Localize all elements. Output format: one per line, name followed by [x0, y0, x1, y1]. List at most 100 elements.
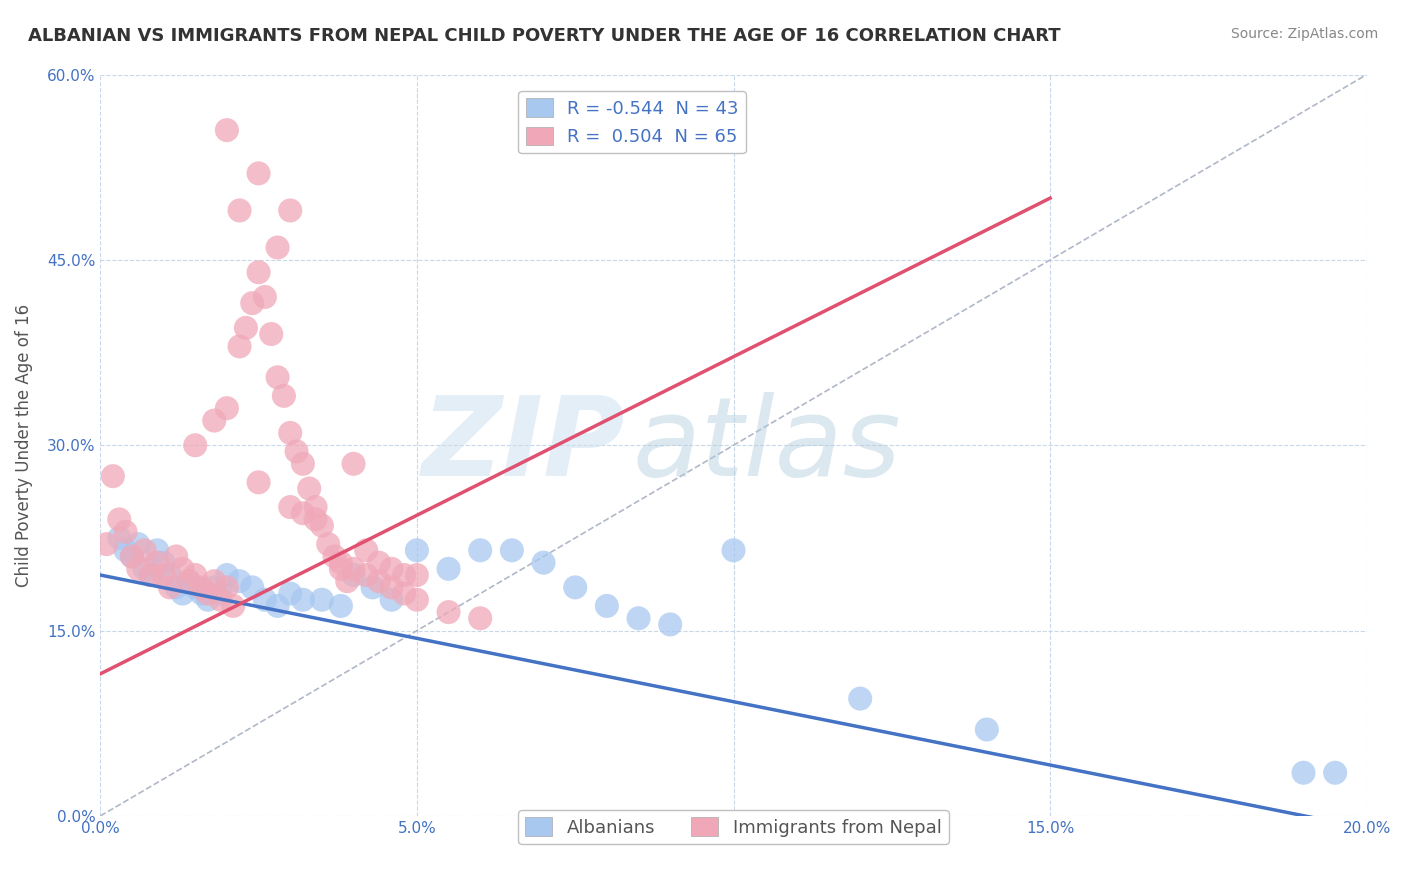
- Point: [240, 580, 263, 594]
- Point: [152, 556, 174, 570]
- Point: [228, 203, 250, 218]
- Point: [266, 370, 288, 384]
- Point: [146, 556, 169, 570]
- Point: [406, 543, 429, 558]
- Point: [298, 482, 321, 496]
- Point: [152, 568, 174, 582]
- Point: [253, 290, 276, 304]
- Point: [247, 475, 270, 490]
- Point: [228, 574, 250, 589]
- Y-axis label: Child Poverty Under the Age of 16: Child Poverty Under the Age of 16: [15, 303, 32, 587]
- Point: [278, 425, 301, 440]
- Point: [1292, 765, 1315, 780]
- Point: [209, 592, 232, 607]
- Point: [247, 265, 270, 279]
- Point: [266, 241, 288, 255]
- Text: ZIP: ZIP: [422, 392, 626, 499]
- Point: [329, 562, 352, 576]
- Text: atlas: atlas: [633, 392, 901, 499]
- Point: [354, 543, 377, 558]
- Point: [406, 568, 429, 582]
- Point: [177, 574, 200, 589]
- Point: [564, 580, 586, 594]
- Point: [253, 592, 276, 607]
- Point: [134, 543, 156, 558]
- Point: [177, 574, 200, 589]
- Point: [533, 556, 555, 570]
- Point: [323, 549, 346, 564]
- Point: [311, 592, 333, 607]
- Point: [367, 556, 389, 570]
- Point: [470, 543, 492, 558]
- Point: [627, 611, 650, 625]
- Point: [114, 543, 136, 558]
- Point: [260, 326, 283, 341]
- Point: [121, 549, 143, 564]
- Text: ALBANIAN VS IMMIGRANTS FROM NEPAL CHILD POVERTY UNDER THE AGE OF 16 CORRELATION : ALBANIAN VS IMMIGRANTS FROM NEPAL CHILD …: [28, 27, 1060, 45]
- Point: [392, 568, 416, 582]
- Point: [197, 586, 219, 600]
- Point: [278, 500, 301, 514]
- Point: [215, 401, 238, 416]
- Point: [380, 562, 402, 576]
- Point: [134, 562, 156, 576]
- Point: [172, 586, 194, 600]
- Point: [316, 537, 339, 551]
- Point: [278, 203, 301, 218]
- Point: [266, 599, 288, 613]
- Point: [849, 691, 872, 706]
- Point: [121, 549, 143, 564]
- Point: [215, 568, 238, 582]
- Point: [976, 723, 998, 737]
- Point: [215, 123, 238, 137]
- Point: [291, 457, 314, 471]
- Point: [108, 531, 131, 545]
- Point: [311, 518, 333, 533]
- Point: [159, 568, 181, 582]
- Point: [285, 444, 308, 458]
- Text: Source: ZipAtlas.com: Source: ZipAtlas.com: [1230, 27, 1378, 41]
- Point: [380, 592, 402, 607]
- Point: [197, 592, 219, 607]
- Point: [146, 543, 169, 558]
- Point: [342, 568, 364, 582]
- Point: [291, 592, 314, 607]
- Point: [659, 617, 682, 632]
- Point: [380, 580, 402, 594]
- Point: [114, 524, 136, 539]
- Point: [392, 586, 416, 600]
- Point: [215, 580, 238, 594]
- Point: [202, 413, 225, 427]
- Point: [342, 457, 364, 471]
- Point: [96, 537, 118, 551]
- Point: [190, 580, 212, 594]
- Point: [501, 543, 523, 558]
- Point: [342, 562, 364, 576]
- Point: [367, 574, 389, 589]
- Point: [329, 556, 352, 570]
- Point: [361, 580, 384, 594]
- Point: [127, 537, 149, 551]
- Point: [240, 296, 263, 310]
- Point: [273, 389, 295, 403]
- Point: [159, 580, 181, 594]
- Point: [228, 339, 250, 353]
- Point: [184, 568, 207, 582]
- Point: [247, 166, 270, 180]
- Point: [108, 512, 131, 526]
- Point: [278, 586, 301, 600]
- Point: [190, 586, 212, 600]
- Point: [470, 611, 492, 625]
- Point: [235, 321, 257, 335]
- Point: [222, 599, 245, 613]
- Legend: Albanians, Immigrants from Nepal: Albanians, Immigrants from Nepal: [517, 810, 949, 844]
- Point: [437, 562, 460, 576]
- Point: [139, 568, 162, 582]
- Point: [406, 592, 429, 607]
- Point: [329, 599, 352, 613]
- Point: [336, 574, 359, 589]
- Point: [723, 543, 745, 558]
- Point: [172, 562, 194, 576]
- Point: [354, 568, 377, 582]
- Point: [101, 469, 124, 483]
